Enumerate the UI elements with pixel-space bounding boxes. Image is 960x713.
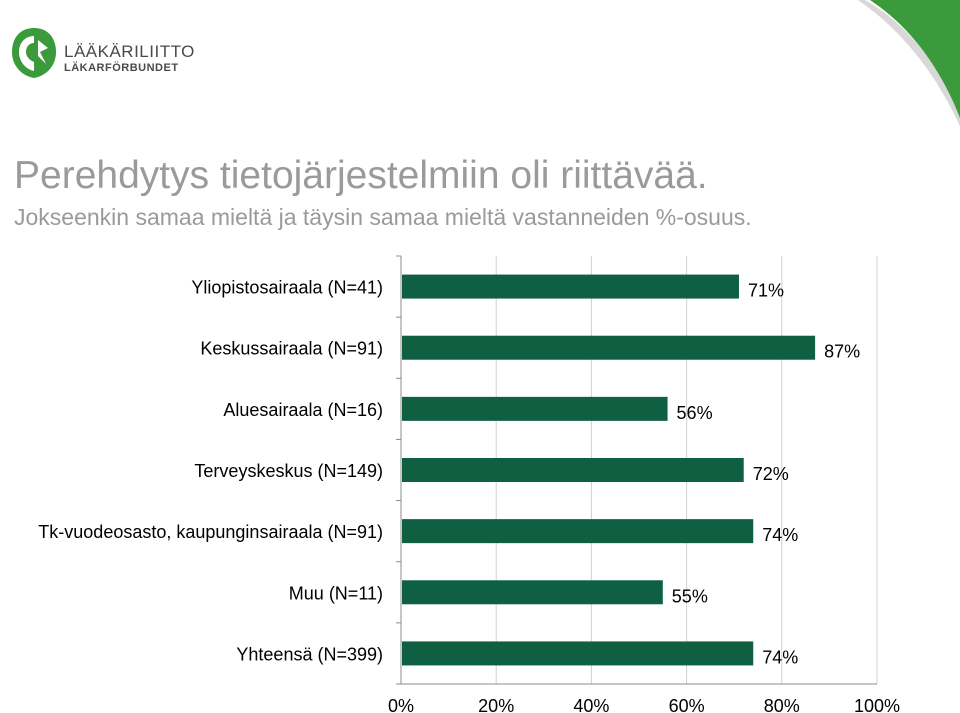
data-label: 71% (748, 281, 784, 301)
logo-name: LÄÄKÄRILIITTO (64, 42, 195, 61)
category-label: Muu (N=11) (289, 583, 383, 603)
data-label: 74% (762, 647, 798, 667)
category-label: Yhteensä (N=399) (236, 644, 383, 664)
bar (402, 274, 739, 299)
bar (402, 519, 754, 544)
category-label: Aluesairaala (N=16) (223, 400, 383, 420)
x-tick-label: 60% (669, 696, 705, 713)
chart-subtitle: Jokseenkin samaa mieltä ja täysin samaa … (14, 204, 752, 230)
chart-title: Perehdytys tietojärjestelmiin oli riittä… (14, 154, 708, 197)
x-tick-label: 40% (573, 696, 609, 713)
data-label: 56% (677, 403, 713, 423)
category-label: Terveyskeskus (N=149) (194, 461, 383, 481)
bar (402, 641, 754, 666)
logo: LÄÄKÄRILIITTO LÄKARFÖRBUNDET (10, 26, 210, 82)
bar (402, 458, 744, 482)
x-tick-label: 80% (764, 696, 800, 713)
x-tick-label: 100% (854, 696, 900, 713)
bar (402, 580, 663, 605)
bar (402, 396, 668, 421)
x-tick-label: 20% (478, 696, 514, 713)
data-label: 74% (762, 525, 798, 545)
data-label: 72% (753, 464, 789, 484)
corner-decoration (858, 0, 960, 126)
x-tick-label: 0% (388, 696, 414, 713)
category-label: Tk-vuodeosasto, kaupunginsairaala (N=91) (38, 522, 383, 542)
bar (402, 335, 816, 360)
logo-subname: LÄKARFÖRBUNDET (64, 62, 179, 74)
category-label: Keskussairaala (N=91) (200, 339, 383, 359)
data-label: 87% (824, 342, 860, 362)
logo-mark-icon (12, 28, 56, 78)
category-label: Yliopistosairaala (N=41) (191, 278, 383, 298)
data-label: 55% (672, 586, 708, 606)
